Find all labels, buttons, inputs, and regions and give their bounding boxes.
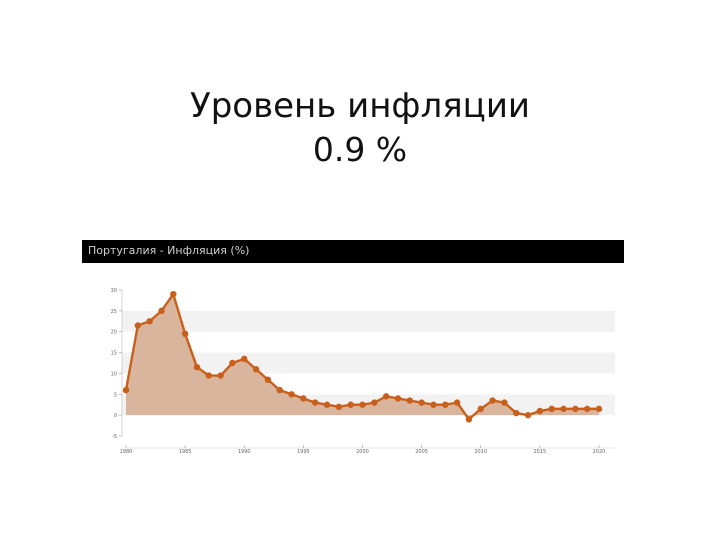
data-point: [595, 405, 603, 413]
data-point: [394, 395, 402, 402]
data-point: [572, 405, 579, 413]
data-point: [181, 330, 189, 337]
data-point: [241, 355, 248, 363]
x-tick-label: 1995: [297, 449, 310, 455]
data-point: [560, 405, 567, 413]
chart-title: Португалия - Инфляция (%): [88, 244, 250, 257]
y-tick-label: 10: [111, 371, 117, 377]
data-point: [229, 359, 236, 367]
x-tick-label: 2000: [356, 449, 369, 455]
data-point: [300, 395, 307, 402]
y-tick-label: 30: [111, 288, 117, 294]
data-point: [442, 401, 449, 408]
series-area: [126, 294, 599, 420]
data-point: [418, 399, 425, 406]
data-point: [583, 405, 591, 413]
data-point: [548, 405, 555, 413]
x-tick-label: 2015: [534, 449, 547, 455]
y-tick-label: 5: [114, 392, 117, 398]
data-point: [205, 372, 212, 379]
x-tick-label: 2005: [415, 449, 428, 455]
slide-title: Уровень инфляции 0.9 %: [0, 84, 720, 172]
data-point: [146, 318, 153, 325]
data-point: [359, 401, 366, 408]
data-point: [264, 376, 272, 383]
x-tick-label: 1980: [120, 449, 133, 455]
data-point: [465, 416, 473, 423]
data-point: [453, 399, 461, 406]
y-tick-label: 25: [111, 309, 117, 315]
data-point: [217, 372, 224, 379]
data-point: [524, 411, 532, 419]
data-point: [371, 399, 378, 406]
data-point: [430, 401, 437, 408]
data-point: [312, 399, 319, 406]
data-point: [347, 401, 354, 408]
data-point: [170, 290, 177, 298]
data-point: [323, 401, 331, 408]
y-tick-label: -5: [112, 434, 117, 440]
slide-title-text: Уровень инфляции: [189, 86, 531, 126]
y-tick-label: 0: [114, 413, 117, 419]
inflation-chart: -5 0 5 10 15 20 25 30 1980 1985 1990 1995 2000 2005 20…: [82, 240, 624, 458]
y-tick-label: 15: [111, 351, 117, 357]
data-point: [288, 391, 295, 398]
grid-band: [122, 310, 615, 332]
data-point: [193, 363, 201, 371]
data-point: [489, 397, 496, 404]
data-point: [252, 366, 260, 373]
x-tick-label: 2020: [593, 449, 606, 455]
data-point: [276, 386, 283, 394]
data-point: [501, 399, 508, 406]
inflation-value: 0.9 %: [312, 130, 408, 169]
data-point: [122, 386, 130, 394]
data-point: [406, 397, 413, 404]
data-point: [513, 409, 520, 417]
data-point: [335, 403, 343, 410]
data-point: [477, 405, 484, 413]
x-tick-label: 1990: [238, 449, 251, 455]
data-point: [382, 393, 390, 400]
chart-header: Португалия - Инфляция (%): [82, 240, 624, 263]
chart-plot-area: -5 0 5 10 15 20 25 30 1980 1985 1990 1995 2000 2005 20…: [111, 288, 615, 455]
y-tick-label: 20: [111, 330, 117, 336]
x-tick-label: 2010: [474, 449, 487, 455]
data-point: [134, 322, 142, 329]
data-point: [536, 407, 544, 415]
data-point: [158, 307, 165, 315]
x-tick-label: 1985: [179, 449, 192, 455]
